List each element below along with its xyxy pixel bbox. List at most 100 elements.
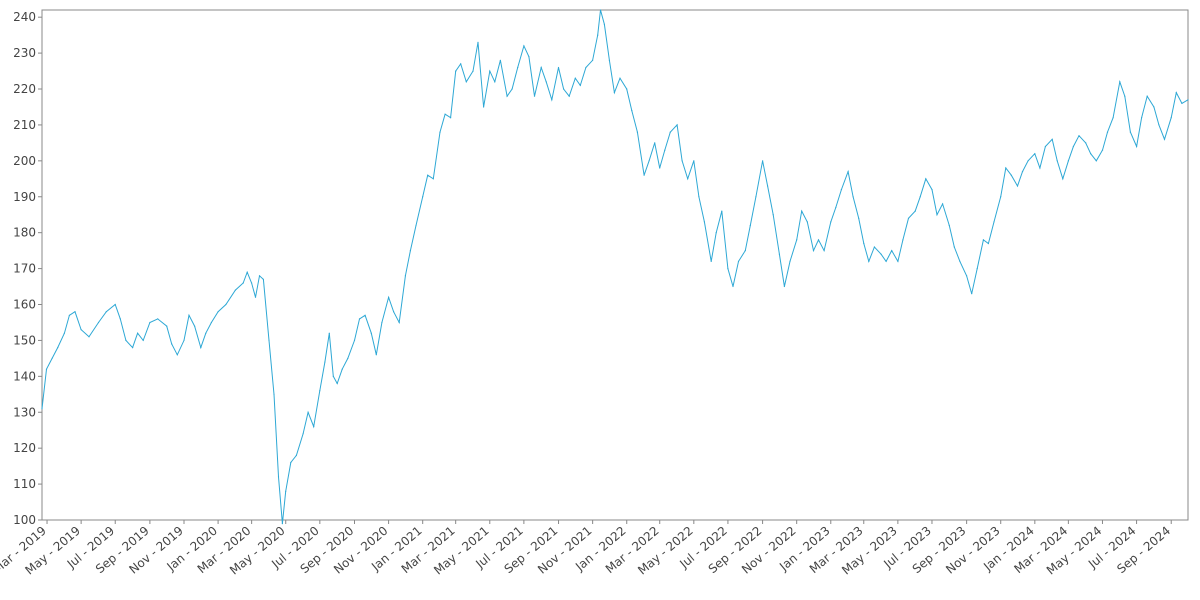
data-point xyxy=(210,321,212,324)
data-point xyxy=(262,278,264,280)
data-point xyxy=(987,242,990,245)
data-point xyxy=(1141,117,1143,119)
data-point xyxy=(1106,131,1109,133)
data-point xyxy=(472,70,474,72)
data-point xyxy=(80,329,82,331)
data-point xyxy=(948,224,950,227)
data-point xyxy=(336,382,338,385)
data-point xyxy=(897,260,899,262)
data-point xyxy=(540,66,542,69)
data-point xyxy=(902,239,904,241)
data-point xyxy=(823,250,825,252)
data-point xyxy=(1090,153,1092,155)
data-point xyxy=(45,368,48,370)
data-point xyxy=(370,332,372,334)
data-point xyxy=(966,275,968,277)
data-point xyxy=(251,282,253,284)
data-point xyxy=(574,77,576,79)
data-point xyxy=(432,178,434,180)
data-point xyxy=(847,171,849,173)
data-point xyxy=(188,314,190,316)
data-point xyxy=(976,268,978,270)
data-point xyxy=(1136,145,1138,148)
data-point xyxy=(852,196,854,198)
y-tick-label: 110 xyxy=(13,477,36,491)
data-point xyxy=(88,336,90,338)
data-point xyxy=(125,339,127,341)
data-point xyxy=(592,59,594,61)
data-point xyxy=(631,110,633,112)
data-point xyxy=(364,314,366,316)
data-point xyxy=(1170,117,1172,119)
data-point xyxy=(217,311,219,313)
data-point xyxy=(205,332,207,334)
data-point xyxy=(246,271,248,273)
data-point xyxy=(789,260,791,262)
data-point xyxy=(119,318,121,320)
data-point xyxy=(891,250,893,252)
data-point xyxy=(1146,95,1148,97)
data-point xyxy=(499,59,501,61)
data-point xyxy=(105,311,107,313)
data-point xyxy=(676,124,678,126)
data-point xyxy=(234,289,236,291)
data-point xyxy=(710,260,712,262)
data-point xyxy=(749,224,751,227)
data-point xyxy=(176,354,178,356)
y-tick-label: 200 xyxy=(13,154,36,168)
data-point xyxy=(703,221,706,223)
data-point xyxy=(1095,160,1097,162)
data-point xyxy=(551,99,553,101)
data-point xyxy=(1021,171,1024,173)
data-point xyxy=(687,178,689,180)
data-point xyxy=(450,117,452,119)
data-point xyxy=(1062,178,1064,180)
data-point xyxy=(258,275,261,277)
data-point xyxy=(840,189,843,191)
data-point xyxy=(1067,160,1069,162)
data-point xyxy=(1016,185,1019,187)
data-point xyxy=(1181,102,1183,104)
y-tick-label: 100 xyxy=(13,513,36,527)
y-axis: 100 110 120 130 140 150 160 170 180 190 200 210 220 2… xyxy=(13,10,42,527)
data-point xyxy=(603,23,606,25)
data-point xyxy=(643,174,645,176)
data-point xyxy=(268,339,270,341)
data-point xyxy=(1163,138,1166,140)
data-point xyxy=(465,81,467,83)
data-point xyxy=(332,375,334,377)
data-point xyxy=(494,81,496,83)
data-point xyxy=(1005,167,1007,169)
data-point xyxy=(778,253,781,255)
data-point xyxy=(885,260,887,262)
data-point xyxy=(925,178,927,180)
data-point xyxy=(626,88,628,90)
data-point xyxy=(721,210,723,212)
data-point xyxy=(381,321,383,324)
data-point xyxy=(1101,149,1104,151)
data-point xyxy=(290,461,292,464)
data-point xyxy=(375,354,377,356)
data-point xyxy=(931,189,933,191)
data-point xyxy=(1034,153,1036,155)
data-point xyxy=(439,131,441,133)
data-point xyxy=(295,454,297,456)
y-tick-label: 140 xyxy=(13,369,36,383)
data-point xyxy=(1027,160,1029,162)
data-point xyxy=(1187,99,1189,101)
data-point xyxy=(324,361,326,363)
data-point xyxy=(1010,174,1012,176)
data-point xyxy=(767,185,769,187)
data-point xyxy=(302,433,304,435)
data-point xyxy=(200,347,202,349)
data-point xyxy=(393,311,395,313)
data-point xyxy=(97,321,100,324)
data-point xyxy=(347,357,349,359)
data-point xyxy=(74,311,76,313)
data-point xyxy=(1124,95,1126,97)
data-point xyxy=(171,343,173,345)
y-tick-label: 130 xyxy=(13,405,36,419)
y-tick-label: 210 xyxy=(13,118,36,132)
data-point xyxy=(563,88,565,90)
